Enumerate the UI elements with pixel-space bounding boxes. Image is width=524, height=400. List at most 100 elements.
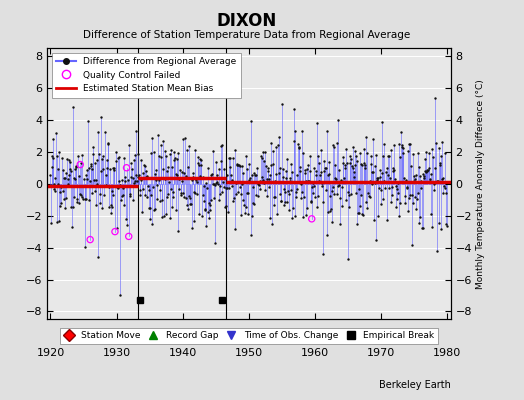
Point	[287, 186, 295, 193]
Point	[58, 155, 66, 162]
Point	[213, 172, 222, 178]
Point	[60, 175, 69, 182]
Point	[159, 138, 168, 144]
Point	[312, 168, 320, 174]
Point	[412, 172, 420, 178]
Point	[170, 157, 179, 163]
Point	[222, 203, 231, 209]
Point	[392, 182, 400, 189]
Point	[141, 174, 150, 180]
Point	[110, 167, 118, 173]
Point	[128, 196, 137, 203]
Text: Difference of Station Temperature Data from Regional Average: Difference of Station Temperature Data f…	[83, 30, 410, 40]
Point	[117, 197, 125, 203]
Point	[191, 147, 200, 154]
Point	[125, 233, 133, 240]
Point	[62, 195, 70, 202]
Point	[382, 169, 390, 176]
Point	[85, 178, 94, 185]
Text: Berkeley Earth: Berkeley Earth	[379, 380, 451, 390]
Point	[424, 166, 432, 173]
Point	[276, 164, 285, 171]
Point	[385, 153, 394, 159]
Point	[86, 236, 94, 243]
Point	[278, 101, 286, 107]
Point	[353, 221, 361, 227]
Point	[314, 192, 323, 199]
Point	[231, 147, 239, 153]
Point	[288, 169, 296, 176]
Point	[50, 181, 58, 187]
Point	[112, 158, 120, 164]
Point	[160, 176, 169, 182]
Point	[319, 198, 328, 205]
Point	[160, 212, 168, 219]
Point	[164, 164, 172, 171]
Point	[206, 202, 214, 208]
Point	[72, 162, 81, 169]
Point	[381, 178, 390, 185]
Point	[48, 152, 56, 159]
Point	[416, 173, 424, 180]
Point	[342, 197, 351, 204]
Point	[339, 154, 347, 160]
Point	[284, 188, 292, 194]
Point	[154, 132, 162, 139]
Point	[130, 152, 139, 158]
Point	[213, 179, 221, 186]
Point	[169, 189, 178, 195]
Point	[61, 205, 69, 212]
Point	[332, 190, 341, 197]
Point	[195, 156, 204, 162]
Point	[388, 184, 396, 190]
Point	[406, 141, 414, 147]
Point	[108, 192, 117, 198]
Point	[209, 181, 217, 187]
Point	[365, 194, 374, 200]
Point	[63, 156, 71, 163]
Point	[205, 215, 213, 221]
Point	[224, 184, 233, 191]
Point	[148, 134, 156, 141]
Point	[100, 192, 108, 198]
Point	[54, 218, 63, 224]
Point	[331, 175, 340, 182]
Point	[121, 173, 129, 180]
Point	[214, 181, 222, 187]
Point	[392, 185, 401, 192]
Point	[408, 192, 416, 198]
Point	[401, 200, 409, 206]
Point	[190, 217, 198, 224]
Point	[193, 190, 201, 197]
Point	[193, 154, 202, 160]
Point	[68, 224, 76, 230]
Point	[67, 204, 75, 210]
Point	[108, 204, 116, 210]
Point	[113, 184, 122, 190]
Point	[243, 165, 252, 172]
Point	[98, 156, 106, 162]
Point	[248, 184, 257, 190]
Point	[266, 215, 275, 221]
Point	[105, 204, 114, 210]
Point	[430, 187, 438, 194]
Point	[92, 177, 100, 183]
Point	[245, 177, 254, 184]
Point	[225, 154, 233, 161]
Point	[246, 174, 254, 181]
Point	[90, 177, 98, 183]
Point	[209, 148, 217, 154]
Point	[127, 160, 136, 167]
Point	[91, 160, 100, 166]
Point	[253, 165, 261, 171]
Point	[139, 161, 148, 168]
Point	[417, 178, 425, 184]
Point	[292, 189, 300, 195]
Point	[84, 164, 93, 171]
Point	[139, 169, 147, 176]
Point	[355, 210, 363, 216]
Point	[81, 244, 90, 251]
Point	[134, 150, 143, 157]
Point	[290, 212, 299, 219]
Point	[57, 200, 66, 206]
